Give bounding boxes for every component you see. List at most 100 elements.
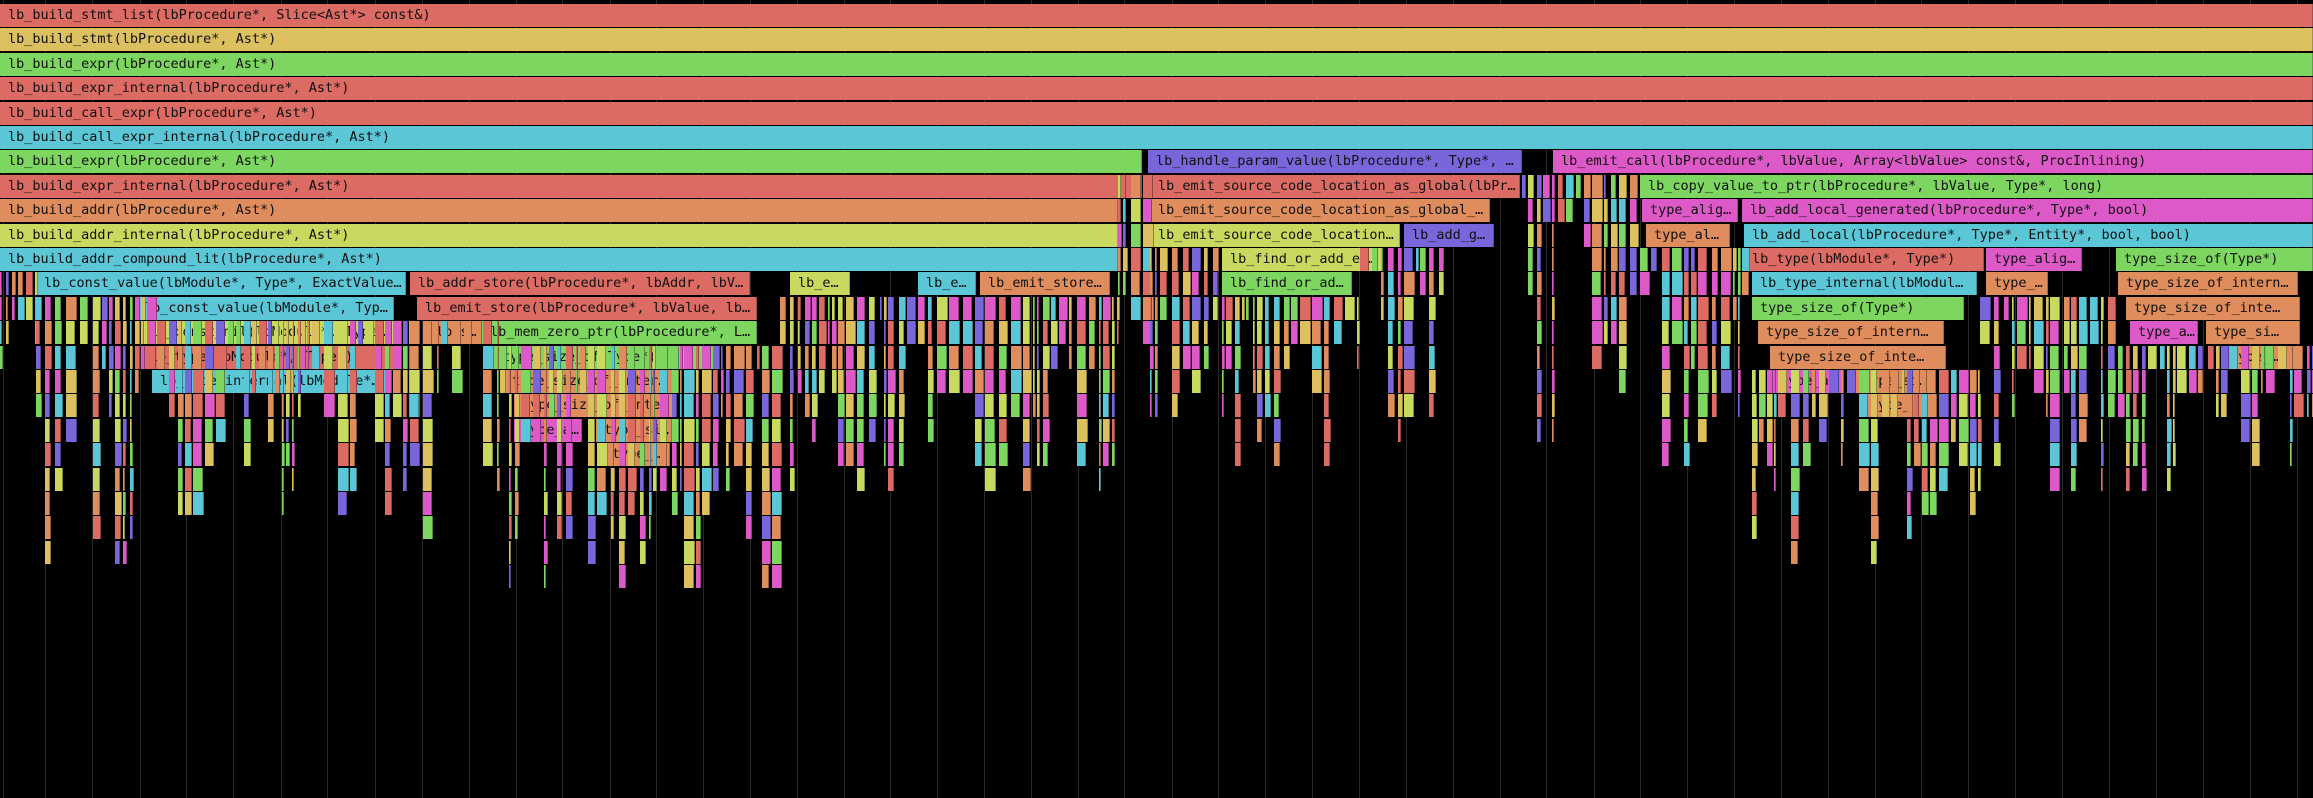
flame-sliver[interactable] <box>1118 272 1120 295</box>
flame-sliver[interactable] <box>696 541 701 564</box>
flame-sliver[interactable] <box>1143 224 1154 247</box>
flame-sliver[interactable] <box>907 321 916 344</box>
flame-sliver[interactable] <box>2071 346 2078 369</box>
flame-sliver[interactable] <box>1672 272 1683 295</box>
flame-sliver[interactable] <box>515 346 519 369</box>
flame-sliver[interactable] <box>1381 272 1384 295</box>
flame-sliver[interactable] <box>452 370 463 393</box>
flame-sliver[interactable] <box>757 346 760 369</box>
flame-sliver[interactable] <box>423 516 433 539</box>
flame-sliver[interactable] <box>838 370 844 393</box>
flame-sliver[interactable] <box>1183 297 1190 320</box>
flame-sliver[interactable] <box>762 443 769 466</box>
flame-sliver[interactable] <box>45 297 51 320</box>
flame-frame[interactable]: type_si… <box>2206 321 2300 344</box>
flame-sliver[interactable] <box>2090 297 2098 320</box>
flame-sliver[interactable] <box>1791 492 1799 515</box>
flame-sliver[interactable] <box>1103 297 1111 320</box>
flame-sliver[interactable] <box>178 468 183 491</box>
flame-sliver[interactable] <box>1584 175 1591 198</box>
flame-sliver[interactable] <box>1611 272 1616 295</box>
flame-sliver[interactable] <box>888 297 894 320</box>
flame-sliver[interactable] <box>846 443 854 466</box>
flame-sliver[interactable] <box>205 346 214 369</box>
flame-sliver[interactable] <box>1978 419 1982 442</box>
flame-sliver[interactable] <box>1803 443 1811 466</box>
flame-sliver[interactable] <box>772 541 782 564</box>
flame-sliver[interactable] <box>509 541 511 564</box>
flame-sliver[interactable] <box>2167 370 2170 393</box>
flame-sliver[interactable] <box>169 370 175 393</box>
flame-sliver[interactable] <box>185 394 192 417</box>
flame-sliver[interactable] <box>93 419 100 442</box>
flame-sliver[interactable] <box>1274 394 1279 417</box>
flame-sliver[interactable] <box>93 321 99 344</box>
flame-sliver[interactable] <box>1970 492 1976 515</box>
flame-sliver[interactable] <box>790 394 793 417</box>
flame-sliver[interactable] <box>497 419 500 442</box>
flame-sliver[interactable] <box>1537 394 1542 417</box>
flame-sliver[interactable] <box>2064 321 2070 344</box>
flame-sliver[interactable] <box>2126 370 2132 393</box>
flame-sliver[interactable] <box>1552 248 1554 271</box>
flame-sliver[interactable] <box>115 394 120 417</box>
flame-frame[interactable]: type_size_of(Type*) <box>2116 248 2313 271</box>
flame-sliver[interactable] <box>672 443 677 466</box>
flame-sliver[interactable] <box>846 346 854 369</box>
flame-sliver[interactable] <box>292 370 294 393</box>
flame-sliver[interactable] <box>1265 321 1269 344</box>
flame-sliver[interactable] <box>1099 297 1102 320</box>
flame-sliver[interactable] <box>1324 394 1329 417</box>
flame-sliver[interactable] <box>672 346 679 369</box>
flame-sliver[interactable] <box>557 370 563 393</box>
flame-sliver[interactable] <box>1543 199 1551 222</box>
flame-sliver[interactable] <box>1257 370 1262 393</box>
flame-sliver[interactable] <box>1404 321 1413 344</box>
flame-sliver[interactable] <box>857 443 864 466</box>
flame-sliver[interactable] <box>684 492 694 515</box>
flame-sliver[interactable] <box>566 419 572 442</box>
flame-sliver[interactable] <box>857 419 864 442</box>
flame-sliver[interactable] <box>812 321 817 344</box>
flame-sliver[interactable] <box>123 541 127 564</box>
flame-sliver[interactable] <box>1859 468 1869 491</box>
flame-sliver[interactable] <box>115 297 120 320</box>
flame-sliver[interactable] <box>999 443 1008 466</box>
flame-sliver[interactable] <box>798 370 802 393</box>
flame-sliver[interactable] <box>1213 297 1218 320</box>
flame-sliver[interactable] <box>1429 272 1434 295</box>
flame-sliver[interactable] <box>1324 346 1329 369</box>
flame-sliver[interactable] <box>1592 175 1603 198</box>
flame-sliver[interactable] <box>483 394 492 417</box>
flame-sliver[interactable] <box>1970 370 1977 393</box>
flame-sliver[interactable] <box>2108 394 2115 417</box>
flame-sliver[interactable] <box>1143 199 1152 222</box>
flame-sliver[interactable] <box>937 321 946 344</box>
flame-sliver[interactable] <box>1023 346 1030 369</box>
flame-sliver[interactable] <box>1767 419 1773 442</box>
flame-sliver[interactable] <box>350 321 356 344</box>
flame-sliver[interactable] <box>2252 443 2260 466</box>
flame-sliver[interactable] <box>1172 248 1178 271</box>
flame-sliver[interactable] <box>1069 297 1072 320</box>
flame-sliver[interactable] <box>628 468 637 491</box>
flame-sliver[interactable] <box>1819 370 1826 393</box>
flame-sliver[interactable] <box>1300 321 1311 344</box>
flame-sliver[interactable] <box>1404 394 1414 417</box>
flame-sliver[interactable] <box>244 443 251 466</box>
flame-sliver[interactable] <box>857 297 865 320</box>
flame-sliver[interactable] <box>963 346 973 369</box>
flame-sliver[interactable] <box>918 321 925 344</box>
flame-sliver[interactable] <box>985 394 994 417</box>
flame-sliver[interactable] <box>1160 297 1167 320</box>
flame-sliver[interactable] <box>653 394 655 417</box>
flame-sliver[interactable] <box>1871 419 1878 442</box>
flame-sliver[interactable] <box>1922 394 1928 417</box>
flame-sliver[interactable] <box>307 321 310 344</box>
flame-sliver[interactable] <box>282 468 284 491</box>
flame-sliver[interactable] <box>1528 272 1533 295</box>
flame-sliver[interactable] <box>1914 394 1919 417</box>
flame-sliver[interactable] <box>1131 297 1141 320</box>
flame-sliver[interactable] <box>441 321 448 344</box>
flame-sliver[interactable] <box>2071 394 2076 417</box>
